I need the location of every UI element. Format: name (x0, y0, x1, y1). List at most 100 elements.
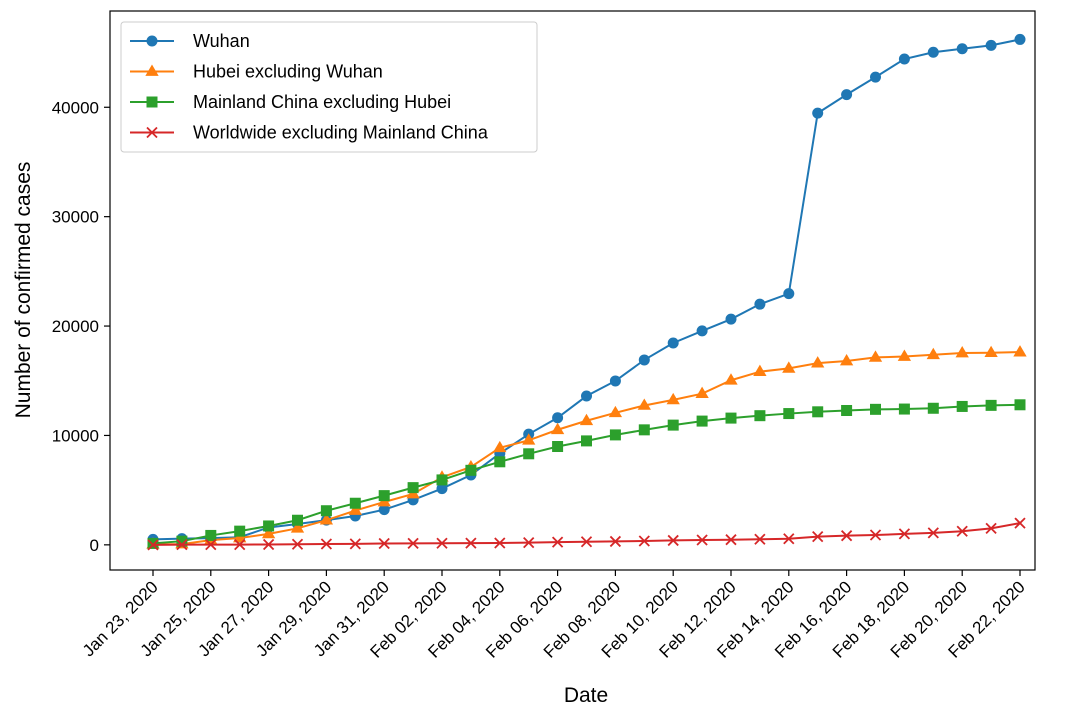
data-point (955, 346, 969, 358)
legend-label: Wuhan (193, 31, 250, 51)
x-axis-title: Date (564, 684, 608, 707)
data-point (550, 422, 565, 435)
data-point (725, 412, 737, 424)
data-point (754, 298, 766, 310)
data-point (493, 440, 507, 453)
data-point (348, 503, 362, 515)
data-point (522, 433, 536, 445)
data-point (868, 350, 883, 362)
data-point (839, 354, 854, 366)
data-point (898, 53, 910, 65)
series-line (152, 351, 1021, 546)
data-point (581, 390, 592, 402)
data-point (927, 527, 939, 539)
series-mainland-china-excluding-hubei (147, 399, 1026, 549)
legend-entry: Wuhan (130, 31, 250, 51)
legend-entry: Mainland China excluding Hubei (130, 92, 451, 112)
data-point (696, 415, 708, 427)
data-point (753, 364, 767, 377)
legend-label: Worldwide excluding Mainland China (193, 123, 489, 143)
data-point (579, 413, 594, 426)
y-tick-label: 0 (90, 536, 99, 555)
data-point (956, 525, 968, 537)
data-point (812, 107, 824, 119)
data-point (897, 349, 912, 361)
data-point (262, 538, 275, 551)
data-point (956, 400, 968, 412)
data-point (841, 404, 853, 416)
data-point (552, 441, 564, 453)
plot-frame (109, 10, 1036, 571)
data-point (261, 526, 276, 539)
data-point (956, 43, 968, 55)
data-point (927, 402, 939, 414)
data-point (609, 429, 621, 441)
data-point (581, 435, 592, 447)
y-tick-label: 10000 (52, 426, 99, 445)
data-point (812, 406, 824, 418)
data-point (494, 456, 506, 468)
data-point (1013, 345, 1027, 357)
data-point (667, 337, 679, 349)
data-point (349, 497, 361, 509)
data-point (378, 490, 390, 502)
data-point (1014, 517, 1026, 529)
data-point (898, 528, 911, 540)
data-point (349, 538, 361, 550)
data-point (637, 398, 651, 410)
y-axis-title: Number of confirmed cases (12, 162, 35, 419)
data-point (1014, 399, 1026, 411)
data-point (378, 504, 390, 516)
data-point (234, 538, 246, 551)
data-point (263, 520, 275, 532)
data-point (436, 474, 448, 486)
data-point (290, 521, 305, 533)
legend-marker (146, 35, 158, 47)
data-point (638, 424, 650, 436)
data-point (407, 537, 419, 550)
data-point (783, 533, 795, 545)
data-point (782, 361, 796, 373)
data-point (811, 356, 825, 368)
data-point (436, 537, 448, 549)
data-point (725, 534, 737, 546)
y-axis: 0 10000 20000 30000 40000 (52, 98, 110, 555)
data-point (869, 529, 882, 541)
data-point (233, 531, 247, 543)
data-point (205, 539, 217, 551)
data-point (234, 525, 246, 537)
legend: Wuhan Hubei excluding Wuhan Mainland China… (120, 21, 538, 153)
data-point (985, 39, 997, 51)
data-point (984, 345, 998, 358)
data-point (147, 539, 159, 551)
data-point (985, 399, 997, 411)
data-point (1014, 33, 1026, 45)
data-point (465, 464, 477, 476)
legend-label: Mainland China excluding Hubei (193, 92, 451, 112)
data-point (667, 419, 679, 431)
data-point (724, 373, 738, 385)
data-point (378, 537, 390, 550)
data-point (870, 403, 881, 415)
data-point (841, 89, 853, 101)
data-point (666, 392, 680, 405)
y-tick-label: 20000 (52, 317, 99, 336)
data-point (926, 347, 940, 360)
series-layer (146, 33, 1027, 551)
data-point (465, 537, 477, 549)
data-point (695, 386, 709, 399)
data-point (436, 483, 448, 495)
data-point (523, 448, 535, 460)
legend-box (120, 21, 538, 153)
data-point (291, 538, 304, 550)
data-point (638, 535, 650, 547)
data-point (898, 403, 910, 415)
data-point (638, 354, 650, 366)
legend-label: Hubei excluding Wuhan (193, 62, 383, 82)
data-point (320, 538, 333, 550)
legend-entry: Worldwide excluding Mainland China (130, 123, 489, 143)
data-point (696, 534, 708, 546)
data-point (205, 529, 217, 541)
data-point (552, 412, 564, 424)
